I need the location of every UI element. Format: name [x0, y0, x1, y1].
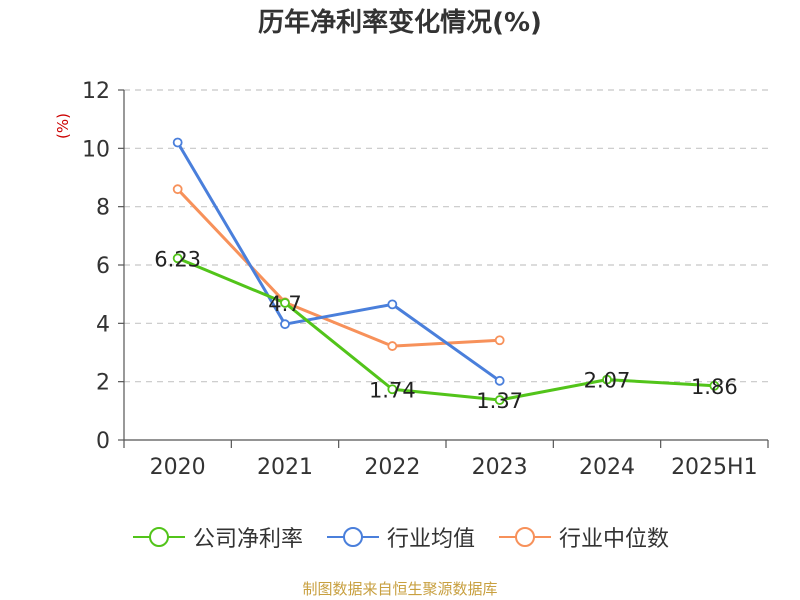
data-point	[709, 380, 720, 391]
data-point	[494, 395, 505, 405]
data-point	[172, 137, 183, 148]
series-line	[177, 256, 715, 402]
y-tick-label: 8	[96, 196, 110, 221]
y-axis-label: (%)	[54, 113, 72, 139]
legend-item[interactable]: 公司净利率	[131, 521, 303, 553]
data-point	[280, 319, 290, 330]
data-point	[172, 184, 183, 195]
legend-label: 行业中位数	[559, 527, 670, 552]
x-tick-label: 2022	[364, 455, 420, 480]
data-source-note: 制图数据来自恒生聚源数据库	[302, 580, 498, 598]
legend-marker-icon	[499, 527, 551, 547]
data-point	[387, 299, 398, 310]
data-point	[494, 335, 505, 346]
y-tick-label: 4	[96, 312, 110, 337]
chart-legend: 公司净利率 行业均值 行业中位数	[0, 520, 800, 554]
y-tick-label: 12	[82, 79, 110, 104]
x-tick-label: 2023	[472, 455, 528, 480]
legend-item[interactable]: 行业均值	[325, 521, 475, 553]
series-line	[176, 188, 500, 348]
x-tick-label: 2024	[579, 455, 635, 480]
data-point	[172, 253, 183, 264]
legend-marker-icon	[132, 527, 185, 547]
y-tick-label: 0	[96, 429, 110, 454]
x-tick-label: 2020	[150, 455, 206, 480]
legend-label: 公司净利率	[192, 527, 303, 552]
data-point	[280, 298, 290, 308]
data-label: 1.86	[691, 375, 738, 399]
y-tick-label: 6	[96, 254, 110, 279]
data-point	[387, 341, 398, 351]
x-tick-label: 2021	[257, 455, 313, 480]
legend-marker-icon	[326, 527, 379, 547]
series-line	[176, 141, 501, 383]
data-point	[494, 375, 505, 386]
y-tick-label: 10	[82, 137, 110, 162]
data-label: 2.07	[584, 369, 631, 393]
legend-label: 行业均值	[386, 527, 475, 552]
data-label: 4.7	[268, 292, 301, 316]
data-label: 1.37	[476, 389, 523, 413]
chart-title: 历年净利率变化情况(%)	[258, 8, 542, 38]
legend-item[interactable]: 行业中位数	[497, 521, 669, 553]
line-chart: 0 2 4 6 8 10 12 2020 2021 2022 2023 2024 2025H1 (%) 6.…	[54, 79, 769, 480]
x-tick-label: 2025H1	[671, 455, 758, 480]
data-label: 1.74	[369, 378, 416, 402]
y-tick-label: 2	[96, 371, 110, 396]
data-point	[602, 374, 612, 385]
data-label: 6.23	[154, 247, 201, 271]
data-point	[387, 384, 398, 395]
